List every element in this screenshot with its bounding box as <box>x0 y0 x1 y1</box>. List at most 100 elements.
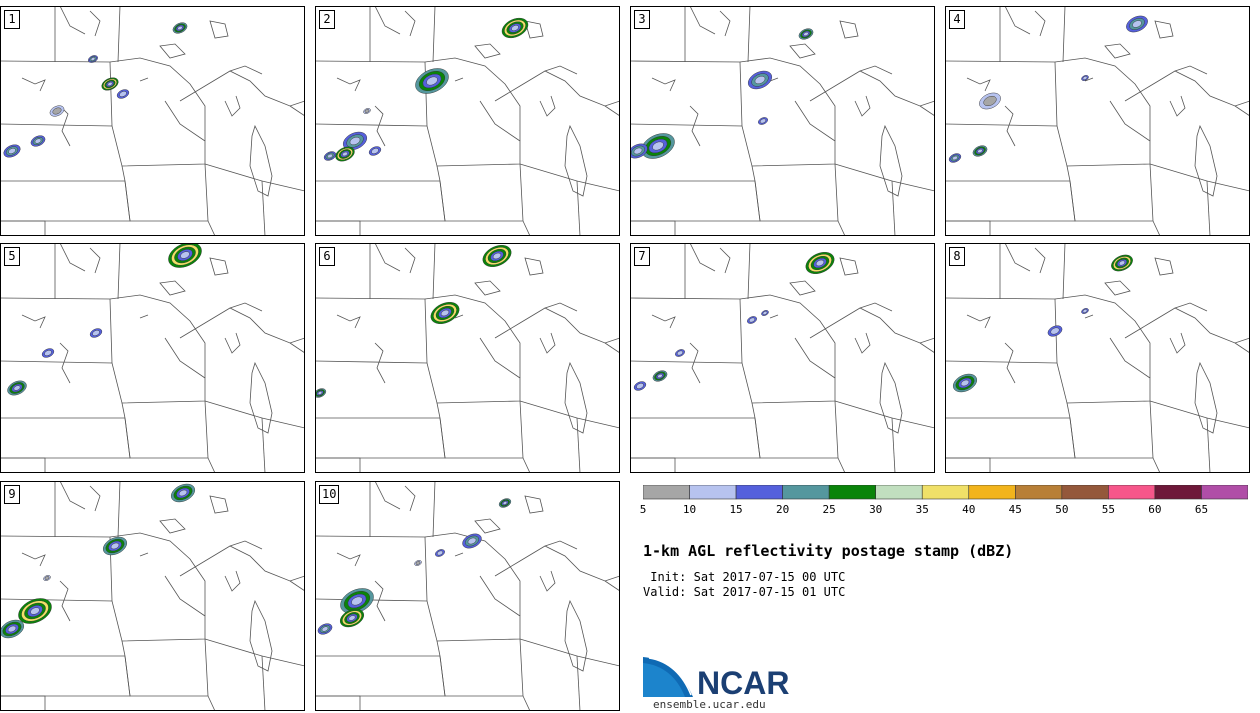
boundary-line <box>139 314 149 319</box>
boundary-line <box>315 361 441 419</box>
boundary-line <box>289 580 305 592</box>
reflectivity-contour <box>762 311 768 315</box>
boundary-line <box>1234 342 1250 354</box>
boundary-line <box>519 400 620 429</box>
boundary-line <box>249 599 273 672</box>
boundary-line <box>59 342 71 384</box>
reflectivity-contour <box>759 118 767 124</box>
boundary-line <box>474 43 501 59</box>
member-map <box>945 243 1250 473</box>
member-panel: 6 <box>315 243 620 473</box>
boundary-line <box>139 552 149 557</box>
boundary-line <box>945 457 991 473</box>
boundary-line <box>0 361 126 419</box>
boundary-line <box>1154 257 1174 276</box>
member-panel: 8 <box>945 243 1250 473</box>
boundary-line <box>109 294 206 378</box>
reflectivity-cell <box>501 17 529 39</box>
boundary-line <box>564 599 588 672</box>
boundary-line <box>159 280 186 296</box>
boundary-line <box>315 695 361 711</box>
boundary-line <box>1104 43 1131 59</box>
boundary-line <box>249 361 273 434</box>
colorbar-tick: 15 <box>729 503 743 516</box>
boundary-line <box>426 337 521 404</box>
reflectivity-cell <box>1081 75 1089 81</box>
boundary-line <box>1234 105 1250 117</box>
state-boundaries <box>630 243 935 473</box>
boundary-line <box>1206 417 1211 473</box>
boundary-line <box>604 342 620 354</box>
state-boundaries <box>0 6 305 236</box>
boundary-line <box>1169 95 1186 117</box>
boundary-line <box>89 247 101 274</box>
boundary-line <box>576 180 581 236</box>
boundary-line <box>261 180 266 236</box>
boundary-line <box>1056 337 1151 404</box>
boundary-line <box>439 400 524 459</box>
reflectivity-contour <box>90 57 96 61</box>
boundary-line <box>945 297 1058 364</box>
boundary-line <box>404 485 416 512</box>
reflectivity-contour <box>178 489 188 497</box>
reflectivity-cell <box>168 243 202 268</box>
reflectivity-contour <box>426 76 438 86</box>
member-map <box>315 243 620 473</box>
boundary-line <box>519 163 620 192</box>
boundary-line <box>229 65 263 75</box>
boundary-line <box>424 294 521 378</box>
product-title: 1-km AGL reflectivity postage stamp (dBZ… <box>643 542 1014 560</box>
reflectivity-cell <box>435 549 445 557</box>
colorbar-tick: 40 <box>962 503 976 516</box>
boundary-line <box>741 337 836 404</box>
colorbar-tick: 35 <box>915 503 929 516</box>
boundary-line <box>374 243 401 272</box>
boundary-line <box>0 599 126 657</box>
boundary-line <box>769 314 779 319</box>
boundary-line <box>474 280 501 296</box>
boundary-line <box>891 417 896 473</box>
boundary-line <box>454 77 464 82</box>
colorbar-segment <box>1108 485 1156 500</box>
reflectivity-cell <box>172 22 188 34</box>
boundary-line <box>1069 400 1154 459</box>
reflectivity-cell <box>414 560 422 566</box>
reflectivity-cell <box>368 146 382 156</box>
colorbar-segment <box>1061 485 1109 500</box>
boundary-line <box>524 495 544 514</box>
boundary-line <box>207 457 216 473</box>
boundary-line <box>336 77 361 92</box>
reflectivity-contour <box>636 383 644 389</box>
boundary-line <box>111 575 206 642</box>
reflectivity-cell <box>482 245 512 267</box>
colorbar-segment <box>875 485 923 500</box>
reflectivity-cell <box>761 310 769 316</box>
reflectivity-cell <box>430 302 460 324</box>
boundary-line <box>315 124 441 182</box>
valid-time: Valid: Sat 2017-07-15 01 UTC <box>643 585 845 599</box>
reflectivity-contour <box>327 153 333 159</box>
member-label: 1 <box>4 10 20 29</box>
boundary-line <box>630 297 743 364</box>
boundary-line <box>204 400 305 429</box>
reflectivity-contour <box>436 550 444 556</box>
member-label: 8 <box>949 247 965 266</box>
boundary-line <box>1004 243 1031 272</box>
state-boundaries <box>315 6 620 236</box>
state-boundaries <box>945 243 1250 473</box>
boundary-line <box>1174 65 1208 75</box>
boundary-line <box>315 599 441 657</box>
member-label: 4 <box>949 10 965 29</box>
reflectivity-contour <box>676 350 684 356</box>
boundary-line <box>966 77 991 92</box>
boundary-line <box>945 417 1076 459</box>
boundary-line <box>474 518 501 534</box>
boundary-line <box>769 77 779 82</box>
reflectivity-cell <box>415 68 449 94</box>
panel-border <box>0 243 305 473</box>
boundary-line <box>1152 220 1161 236</box>
reflectivity-contour <box>317 391 323 395</box>
valid-value: Sat 2017-07-15 01 UTC <box>693 585 846 599</box>
member-panel: 1 <box>0 6 305 236</box>
boundary-line <box>1069 163 1154 222</box>
